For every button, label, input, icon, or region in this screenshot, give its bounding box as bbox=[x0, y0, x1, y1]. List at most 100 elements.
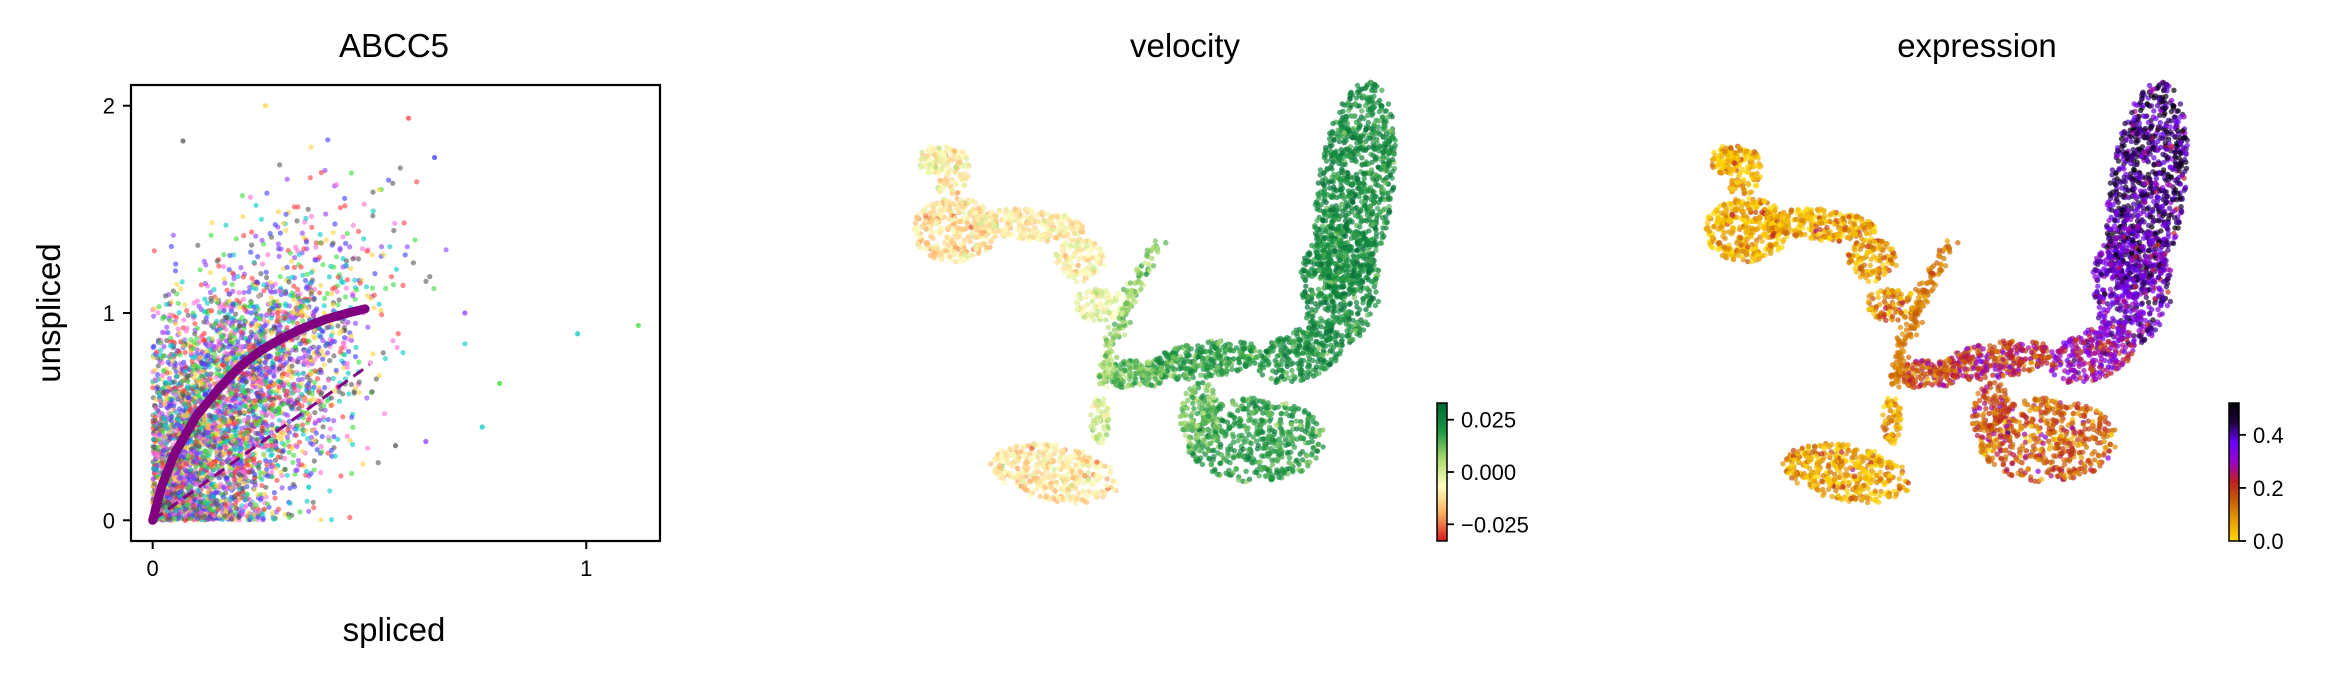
phase-point bbox=[302, 277, 309, 284]
phase-point bbox=[226, 419, 232, 425]
phase-point bbox=[207, 342, 213, 348]
phase-point bbox=[248, 300, 254, 306]
phase-point bbox=[299, 427, 305, 433]
phase-point bbox=[300, 318, 306, 324]
phase-point bbox=[291, 264, 297, 270]
phase-point bbox=[321, 362, 327, 368]
phase-point bbox=[204, 474, 210, 481]
phase-point bbox=[318, 517, 324, 523]
cell-point bbox=[1380, 134, 1386, 140]
phase-point bbox=[296, 405, 302, 411]
phase-point bbox=[194, 453, 200, 460]
phase-point bbox=[277, 404, 283, 410]
phase-point bbox=[318, 443, 324, 449]
x-tick-label: 0 bbox=[147, 556, 159, 581]
phase-point bbox=[205, 484, 211, 490]
phase-point bbox=[234, 491, 240, 498]
phase-point bbox=[338, 345, 344, 351]
phase-point bbox=[331, 353, 337, 359]
phase-point bbox=[294, 248, 300, 254]
phase-point bbox=[171, 352, 177, 358]
phase-point bbox=[176, 348, 182, 354]
phase-point bbox=[152, 367, 158, 373]
phase-point bbox=[166, 429, 172, 435]
phase-point bbox=[270, 406, 276, 412]
phase-point bbox=[314, 349, 320, 355]
phase-point bbox=[155, 412, 161, 418]
phase-point bbox=[327, 358, 333, 364]
phase-point bbox=[369, 285, 376, 291]
phase-point bbox=[219, 318, 225, 324]
phase-point bbox=[211, 444, 217, 450]
phase-point bbox=[270, 414, 276, 420]
phase-point bbox=[207, 289, 214, 295]
phase-point bbox=[160, 415, 167, 421]
phase-outlier-point bbox=[462, 310, 468, 316]
phase-point bbox=[225, 364, 231, 370]
phase-point bbox=[305, 417, 312, 423]
phase-point bbox=[157, 339, 163, 346]
phase-point bbox=[197, 267, 203, 273]
phase-point bbox=[197, 499, 203, 505]
phase-point bbox=[328, 447, 334, 453]
phase-point bbox=[163, 396, 169, 402]
phase-point bbox=[343, 240, 349, 246]
phase-point bbox=[252, 471, 258, 477]
phase-point bbox=[184, 404, 190, 410]
phase-point bbox=[154, 349, 160, 355]
phase-point bbox=[259, 372, 265, 378]
cell-point bbox=[1323, 199, 1329, 206]
phase-point bbox=[223, 222, 229, 228]
phase-point bbox=[248, 422, 254, 428]
cell-point bbox=[1370, 221, 1376, 227]
phase-point bbox=[361, 201, 367, 207]
phase-point bbox=[220, 452, 226, 458]
phase-point bbox=[321, 303, 327, 309]
phase-point bbox=[230, 324, 236, 330]
phase-point bbox=[233, 440, 239, 446]
phase-point bbox=[150, 385, 156, 391]
phase-point bbox=[221, 484, 227, 490]
phase-point bbox=[335, 302, 341, 308]
phase-portrait-title: ABCC5 bbox=[339, 27, 449, 64]
phase-point bbox=[289, 363, 295, 369]
phase-point bbox=[160, 451, 166, 457]
phase-point bbox=[370, 351, 376, 357]
phase-point bbox=[336, 330, 343, 336]
phase-point bbox=[390, 180, 396, 186]
phase-point bbox=[290, 459, 296, 465]
phase-point bbox=[167, 318, 173, 324]
phase-point bbox=[292, 315, 298, 321]
phase-point bbox=[274, 319, 280, 325]
phase-point bbox=[335, 436, 341, 442]
phase-point bbox=[388, 274, 395, 280]
phase-point bbox=[231, 276, 237, 282]
phase-point bbox=[320, 356, 326, 362]
phase-point bbox=[170, 486, 176, 492]
phase-point bbox=[191, 384, 197, 390]
cell-point bbox=[1351, 113, 1357, 120]
phase-point bbox=[296, 377, 302, 383]
phase-point bbox=[272, 442, 278, 448]
phase-point bbox=[209, 507, 215, 513]
phase-point bbox=[271, 516, 277, 522]
phase-point bbox=[305, 206, 311, 212]
phase-point bbox=[182, 349, 188, 356]
phase-point bbox=[286, 514, 292, 521]
phase-point bbox=[348, 170, 354, 176]
phase-point bbox=[205, 489, 211, 495]
phase-point bbox=[304, 498, 310, 504]
phase-point bbox=[287, 292, 294, 298]
cell-point bbox=[1354, 140, 1360, 146]
phase-point bbox=[280, 448, 286, 454]
phase-point bbox=[272, 495, 278, 501]
phase-point bbox=[303, 215, 309, 221]
phase-point bbox=[361, 236, 367, 242]
phase-point bbox=[208, 295, 214, 301]
phase-point bbox=[322, 295, 328, 301]
phase-point bbox=[262, 396, 268, 402]
phase-point bbox=[268, 330, 274, 336]
phase-point bbox=[174, 373, 180, 379]
phase-point bbox=[328, 395, 334, 401]
